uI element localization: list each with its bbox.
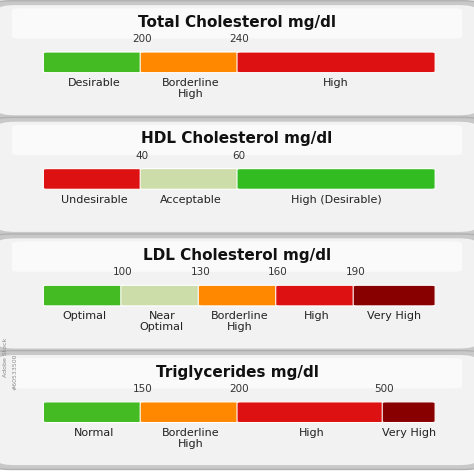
FancyBboxPatch shape [0,235,474,353]
FancyBboxPatch shape [44,169,145,190]
Text: 190: 190 [346,267,365,277]
Text: Undesirable: Undesirable [61,194,128,204]
FancyBboxPatch shape [140,53,241,73]
Text: Borderline
High: Borderline High [162,78,219,99]
Text: 200: 200 [133,34,152,44]
FancyBboxPatch shape [0,239,474,349]
FancyBboxPatch shape [12,10,462,40]
Text: 240: 240 [229,34,249,44]
FancyBboxPatch shape [382,402,435,423]
Text: Desirable: Desirable [68,78,120,88]
FancyBboxPatch shape [140,169,241,190]
FancyBboxPatch shape [44,53,145,73]
Text: #60533500: #60533500 [13,353,18,389]
FancyBboxPatch shape [121,286,203,306]
FancyBboxPatch shape [237,402,387,423]
FancyBboxPatch shape [0,2,474,120]
FancyBboxPatch shape [0,355,474,465]
FancyBboxPatch shape [0,118,474,237]
Text: Acceptable: Acceptable [160,194,222,204]
FancyBboxPatch shape [353,286,435,306]
Text: Very High: Very High [367,311,421,321]
Text: Very High: Very High [382,427,436,437]
FancyBboxPatch shape [237,169,435,190]
Text: 40: 40 [136,150,149,160]
Text: Triglycerides mg/dl: Triglycerides mg/dl [155,364,319,379]
FancyBboxPatch shape [0,122,474,232]
Text: Normal: Normal [74,427,114,437]
FancyBboxPatch shape [44,402,145,423]
FancyBboxPatch shape [198,286,280,306]
Text: 160: 160 [268,267,288,277]
Text: 130: 130 [191,267,210,277]
Text: 500: 500 [374,383,394,393]
Text: 60: 60 [233,150,246,160]
Text: LDL Cholesterol mg/dl: LDL Cholesterol mg/dl [143,248,331,262]
FancyBboxPatch shape [0,6,474,116]
FancyBboxPatch shape [12,358,462,388]
Text: High (Desirable): High (Desirable) [291,194,382,204]
FancyBboxPatch shape [276,286,358,306]
FancyBboxPatch shape [0,351,474,469]
Text: High: High [304,311,329,321]
Text: Optimal: Optimal [62,311,106,321]
Text: 200: 200 [229,383,249,393]
Text: 100: 100 [113,267,133,277]
Text: High: High [323,78,349,88]
FancyBboxPatch shape [12,242,462,272]
FancyBboxPatch shape [12,126,462,156]
Text: HDL Cholesterol mg/dl: HDL Cholesterol mg/dl [141,131,333,146]
FancyBboxPatch shape [44,286,125,306]
Text: Near
Optimal: Near Optimal [140,311,184,332]
Text: Total Cholesterol mg/dl: Total Cholesterol mg/dl [138,15,336,30]
Text: High: High [299,427,325,437]
Text: Borderline
High: Borderline High [210,311,268,332]
Text: 150: 150 [133,383,152,393]
FancyBboxPatch shape [237,53,435,73]
Text: Adobe Stock: Adobe Stock [3,337,8,377]
FancyBboxPatch shape [140,402,241,423]
Text: Borderline
High: Borderline High [162,427,219,448]
